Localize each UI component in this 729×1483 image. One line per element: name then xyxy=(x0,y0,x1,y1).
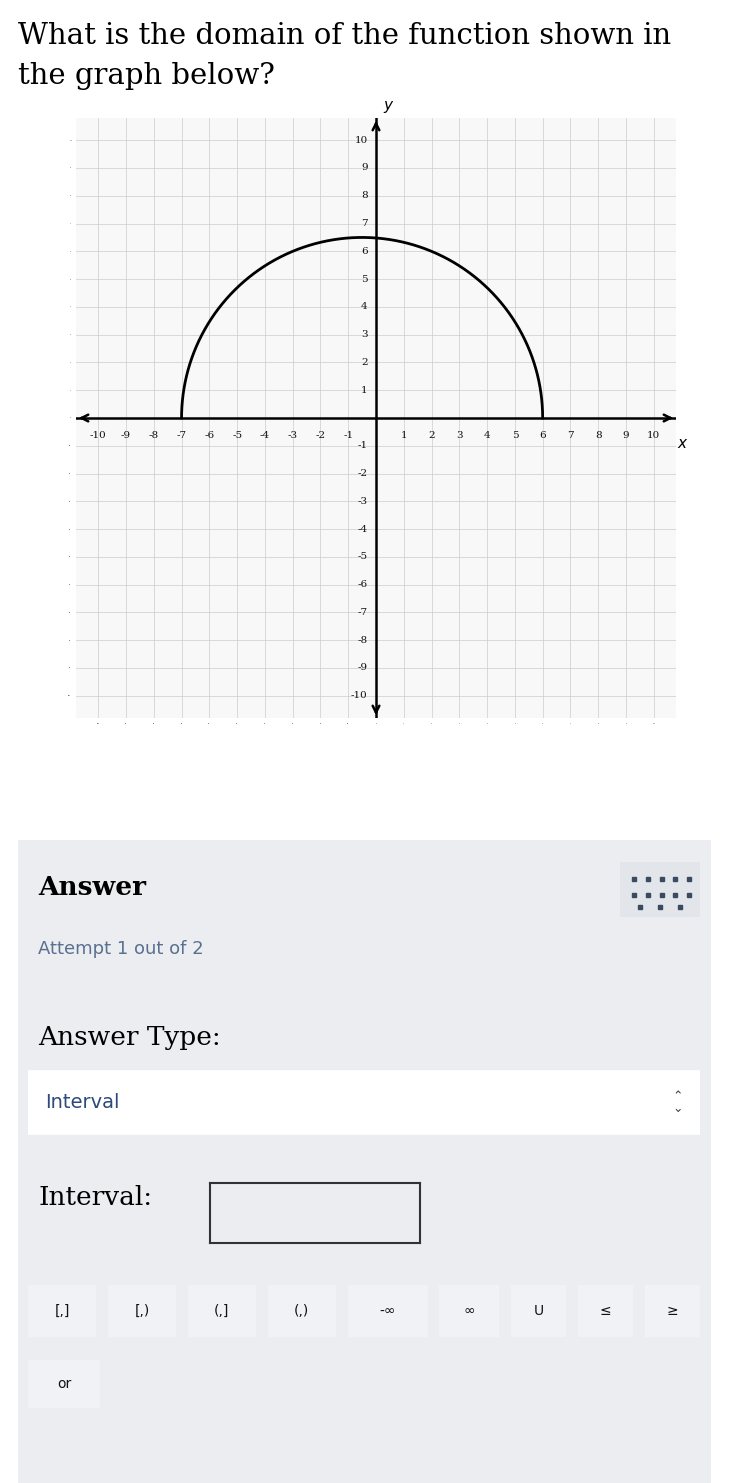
Text: 2: 2 xyxy=(428,430,435,439)
Text: -3: -3 xyxy=(288,430,297,439)
FancyBboxPatch shape xyxy=(343,1283,432,1339)
Text: ⌃
⌄: ⌃ ⌄ xyxy=(673,1090,683,1115)
Text: -2: -2 xyxy=(316,430,326,439)
Text: U: U xyxy=(534,1304,544,1318)
Text: -5: -5 xyxy=(232,430,242,439)
FancyBboxPatch shape xyxy=(104,1283,179,1339)
Text: (,]: (,] xyxy=(214,1304,230,1318)
FancyBboxPatch shape xyxy=(18,1069,710,1136)
Text: -8: -8 xyxy=(357,636,367,645)
Text: 5: 5 xyxy=(512,430,518,439)
Text: 10: 10 xyxy=(354,136,367,145)
Text: the graph below?: the graph below? xyxy=(18,62,275,90)
Text: $y$: $y$ xyxy=(383,99,394,116)
FancyBboxPatch shape xyxy=(509,1283,569,1339)
Text: -10: -10 xyxy=(90,430,106,439)
FancyBboxPatch shape xyxy=(24,1358,104,1409)
Text: 9: 9 xyxy=(623,430,629,439)
Text: 6: 6 xyxy=(539,430,546,439)
Text: -7: -7 xyxy=(357,608,367,617)
FancyBboxPatch shape xyxy=(575,1283,636,1339)
Text: -3: -3 xyxy=(357,497,367,506)
Text: -9: -9 xyxy=(357,663,367,672)
Text: [,]: [,] xyxy=(55,1304,70,1318)
Text: ≥: ≥ xyxy=(667,1304,678,1318)
Text: -6: -6 xyxy=(357,580,367,589)
Text: 9: 9 xyxy=(361,163,367,172)
Text: 4: 4 xyxy=(484,430,491,439)
Text: -5: -5 xyxy=(357,552,367,562)
Text: 5: 5 xyxy=(361,274,367,283)
Text: -∞: -∞ xyxy=(379,1304,396,1318)
Text: 7: 7 xyxy=(567,430,574,439)
Text: $x$: $x$ xyxy=(677,437,689,451)
Text: -4: -4 xyxy=(357,525,367,534)
Text: 7: 7 xyxy=(361,219,367,228)
Text: 3: 3 xyxy=(361,331,367,340)
Text: (,): (,) xyxy=(294,1304,309,1318)
Text: -1: -1 xyxy=(343,430,354,439)
Text: -7: -7 xyxy=(176,430,187,439)
Text: 1: 1 xyxy=(400,430,407,439)
Text: 8: 8 xyxy=(595,430,601,439)
Text: 4: 4 xyxy=(361,303,367,311)
Text: Interval: Interval xyxy=(44,1093,120,1112)
Text: ∞: ∞ xyxy=(464,1304,475,1318)
Text: 2: 2 xyxy=(361,357,367,366)
Text: 8: 8 xyxy=(361,191,367,200)
Text: or: or xyxy=(57,1378,71,1391)
Text: -1: -1 xyxy=(357,442,367,451)
Text: 6: 6 xyxy=(361,246,367,257)
Text: 10: 10 xyxy=(647,430,660,439)
Text: Attempt 1 out of 2: Attempt 1 out of 2 xyxy=(38,940,203,958)
Text: -10: -10 xyxy=(351,691,367,700)
Text: Answer Type:: Answer Type: xyxy=(38,1025,221,1050)
FancyBboxPatch shape xyxy=(437,1283,502,1339)
Text: [,): [,) xyxy=(134,1304,149,1318)
Text: 3: 3 xyxy=(456,430,463,439)
Text: What is the domain of the function shown in: What is the domain of the function shown… xyxy=(18,22,671,50)
Text: 1: 1 xyxy=(361,386,367,394)
Text: Answer: Answer xyxy=(38,875,146,900)
Text: -6: -6 xyxy=(204,430,214,439)
Text: ≤: ≤ xyxy=(600,1304,612,1318)
FancyBboxPatch shape xyxy=(642,1283,703,1339)
Text: -2: -2 xyxy=(357,469,367,478)
FancyBboxPatch shape xyxy=(264,1283,339,1339)
FancyBboxPatch shape xyxy=(25,1283,99,1339)
Text: -9: -9 xyxy=(121,430,131,439)
FancyBboxPatch shape xyxy=(620,862,700,916)
FancyBboxPatch shape xyxy=(184,1283,259,1339)
Text: -4: -4 xyxy=(260,430,270,439)
Text: Interval:: Interval: xyxy=(38,1185,152,1210)
Text: -8: -8 xyxy=(149,430,159,439)
